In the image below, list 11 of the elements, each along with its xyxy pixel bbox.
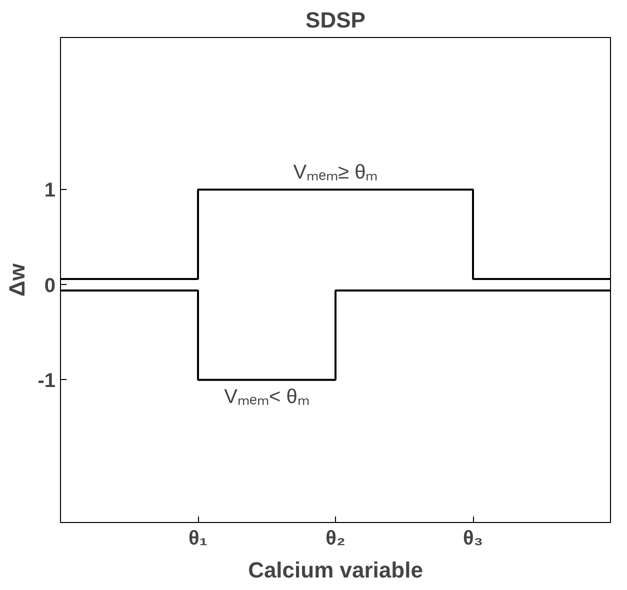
x-tick-label: θ₁	[188, 528, 208, 550]
y-tick-label: 1	[44, 180, 56, 202]
y-tick-label: 0	[44, 274, 56, 297]
y-axis-title: Δw	[4, 262, 30, 296]
annotation: Vₘₑₘ< θₘ	[224, 386, 310, 408]
x-axis-title: Calcium variable	[248, 558, 423, 582]
annotation: Vₘₑₘ≥ θₘ	[293, 162, 378, 184]
chart-title: SDSP	[306, 8, 366, 32]
x-tick-label: θ₂	[326, 528, 346, 550]
y-tick-label: -1	[38, 370, 56, 392]
x-tick-label: θ₃	[462, 528, 484, 550]
